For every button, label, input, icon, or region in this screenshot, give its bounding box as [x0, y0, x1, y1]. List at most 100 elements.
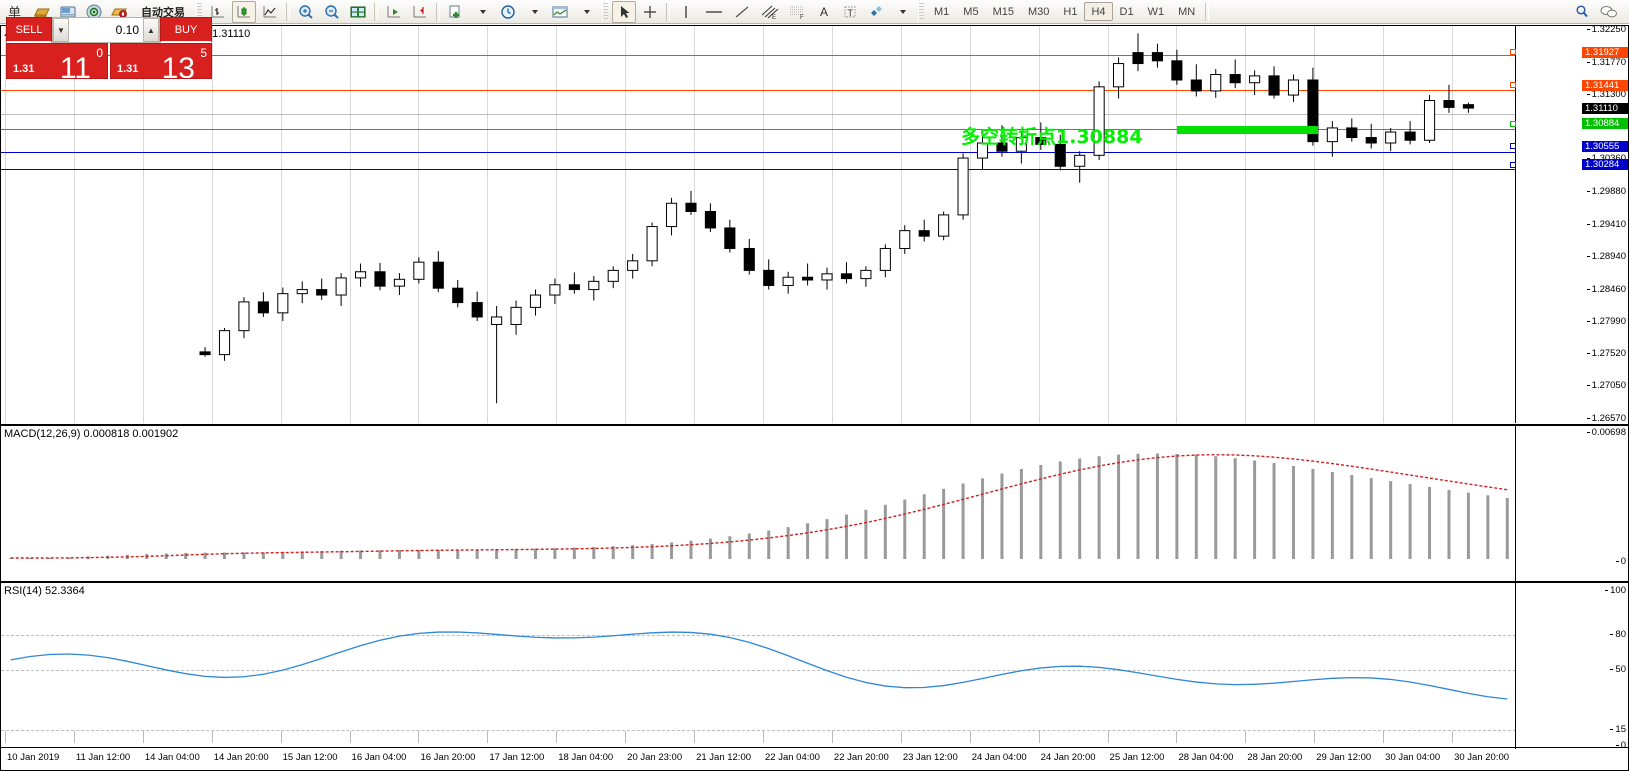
new-order-icon[interactable]: 单: [8, 5, 22, 20]
chart-shift-icon[interactable]: [408, 1, 432, 23]
pivot-line-130884[interactable]: [1, 129, 1516, 130]
price-axis-tick: 1.28460: [1586, 283, 1626, 295]
horizontal-line-icon[interactable]: [700, 1, 728, 23]
timeframe-m15[interactable]: M15: [992, 6, 1014, 18]
candlestick-chart-icon[interactable]: [232, 0, 257, 23]
trendline-icon[interactable]: [730, 1, 754, 23]
price-level-tag-last-price[interactable]: 1.31110: [1582, 102, 1628, 114]
macd-axis[interactable]: 0.00698 0: [1515, 426, 1628, 581]
sell-button[interactable]: SELL: [6, 17, 52, 43]
terminal-window-icon[interactable]: [56, 1, 80, 23]
vertical-line-icon[interactable]: [674, 1, 698, 23]
timeframe-m30[interactable]: M30: [1027, 6, 1050, 18]
new-chart-icon[interactable]: [444, 1, 468, 23]
time-axis-label: 15 Jan 12:00: [282, 752, 338, 763]
vertical-gridline: [625, 26, 627, 423]
fibonacci-retracement-icon[interactable]: F: [784, 1, 810, 23]
support-line-130284[interactable]: [1, 169, 1516, 170]
one-click-trading-panel[interactable]: SELL ▼ 0.10 ▲ BUY 1.31 11 0 1.31 13 5: [6, 17, 212, 79]
chart-annotation-label[interactable]: 多空转折点1.30884: [961, 126, 1143, 148]
period-icon[interactable]: [496, 1, 520, 23]
equidistant-channel-icon[interactable]: E: [756, 1, 782, 23]
timeframe-w1[interactable]: W1: [1147, 6, 1165, 18]
rsi-pane[interactable]: RSI(14) 52.3364 100 80 50 15 0: [1, 581, 1628, 751]
price-level-handle[interactable]: [1510, 82, 1516, 89]
volume-dropdown-icon[interactable]: ▼: [53, 18, 69, 42]
toolbar-separator: [1205, 2, 1210, 21]
price-level-handle[interactable]: [1510, 120, 1516, 127]
cursor-arrow-icon[interactable]: [612, 0, 637, 23]
search-icon[interactable]: [1570, 1, 1594, 23]
price-level-tag-pivot[interactable]: 1.30884: [1582, 118, 1628, 130]
price-level-handle[interactable]: [1510, 143, 1516, 150]
price-level-tag-resistance[interactable]: 1.31927: [1582, 46, 1628, 58]
zoom-out-icon[interactable]: [320, 1, 344, 23]
time-axis-tickmark: [1107, 731, 1109, 743]
macd-pane[interactable]: MACD(12,26,9) 0.000818 0.001902 0.00698 …: [1, 424, 1628, 581]
time-axis[interactable]: 10 Jan 2019 11 Jan 12:00 14 Jan 04:00 14 Ja…: [1, 731, 1628, 771]
chevron-up-icon: ▲: [147, 25, 155, 35]
vertical-gridline: [280, 26, 282, 423]
support-line-130555[interactable]: [1, 152, 1516, 153]
autotrade-button[interactable]: 自动交易: [134, 1, 192, 23]
price-plot-area[interactable]: 多空转折点1.30884: [1, 26, 1516, 423]
timeframe-m5[interactable]: M5: [963, 6, 979, 18]
price-axis-tick: 1.26570: [1586, 413, 1626, 424]
price-level-handle[interactable]: [1510, 49, 1516, 56]
period-dropdown[interactable]: [522, 1, 546, 23]
time-axis-tickmark: [1038, 731, 1040, 743]
templates-dropdown[interactable]: [574, 1, 598, 23]
line-chart-icon[interactable]: [258, 1, 282, 23]
time-axis-label: 16 Jan 04:00: [351, 752, 407, 763]
auto-scroll-icon[interactable]: [382, 1, 406, 23]
timeframe-h4[interactable]: H4: [1084, 2, 1113, 21]
rsi-axis[interactable]: 100 80 50 15 0: [1515, 583, 1628, 751]
chart-window[interactable]: GBPUSD-,H4 1.31157 1.31187 1.31039 1.311…: [0, 25, 1629, 771]
time-axis-tickmark: [211, 731, 213, 743]
buy-price-display[interactable]: 1.31 13 5: [110, 43, 212, 79]
rsi-level-15: [1, 730, 1516, 731]
expert-advisor-icon[interactable]: [108, 1, 132, 23]
buy-button[interactable]: BUY: [160, 17, 212, 43]
toolbar-grip[interactable]: [196, 2, 203, 21]
timeframe-d1[interactable]: D1: [1119, 6, 1134, 18]
chat-icon[interactable]: [1596, 1, 1622, 23]
macd-plot-area[interactable]: [1, 426, 1516, 581]
bar-chart-icon[interactable]: [206, 1, 230, 23]
templates-icon[interactable]: [548, 1, 572, 23]
timeframe-h1[interactable]: H1: [1063, 6, 1078, 18]
price-pane[interactable]: GBPUSD-,H4 1.31157 1.31187 1.31039 1.311…: [1, 25, 1628, 424]
toolbar-grip[interactable]: [602, 2, 609, 21]
time-axis-label: 16 Jan 20:00: [420, 752, 476, 763]
vertical-gridline: [694, 26, 696, 423]
volume-spinner-up[interactable]: ▲: [143, 18, 159, 42]
text-icon[interactable]: A: [820, 4, 829, 19]
time-axis-tickmark: [625, 731, 627, 743]
price-level-tag-resistance[interactable]: 1.31441: [1582, 79, 1628, 91]
volume-input[interactable]: 0.10: [69, 18, 143, 42]
draw-objects-icon[interactable]: [864, 1, 888, 23]
price-level-tag-support[interactable]: 1.30555: [1582, 140, 1628, 152]
tile-windows-icon[interactable]: [346, 1, 370, 23]
sell-price-display[interactable]: 1.31 11 0: [6, 43, 108, 79]
rsi-header: RSI(14) 52.3364: [4, 585, 85, 597]
text-label-icon[interactable]: T: [838, 1, 862, 23]
resistance-line-131441[interactable]: [1, 90, 1516, 91]
price-axis[interactable]: 1.322501.317701.313001.308301.303601.298…: [1510, 25, 1628, 424]
price-level-handle[interactable]: [1510, 161, 1516, 168]
gold-bar-icon[interactable]: [30, 1, 54, 23]
zoom-in-icon[interactable]: [294, 1, 318, 23]
draw-objects-dropdown[interactable]: [890, 1, 914, 23]
time-axis-label: 17 Jan 12:00: [489, 752, 545, 763]
volume-field[interactable]: ▼ 0.10 ▲: [52, 17, 160, 43]
time-axis-tickmark: [1314, 731, 1316, 743]
rsi-plot-area[interactable]: [1, 583, 1516, 749]
timeframe-m1[interactable]: M1: [934, 6, 950, 18]
toolbar-grip[interactable]: [918, 2, 925, 21]
timeframe-mn[interactable]: MN: [1178, 6, 1196, 18]
crosshair-icon[interactable]: [638, 1, 662, 23]
new-chart-dropdown[interactable]: [470, 1, 494, 23]
resistance-line-131927[interactable]: [1, 55, 1516, 56]
price-level-tag-support[interactable]: 1.30284: [1582, 159, 1628, 171]
vertical-gridline: [1176, 26, 1178, 423]
